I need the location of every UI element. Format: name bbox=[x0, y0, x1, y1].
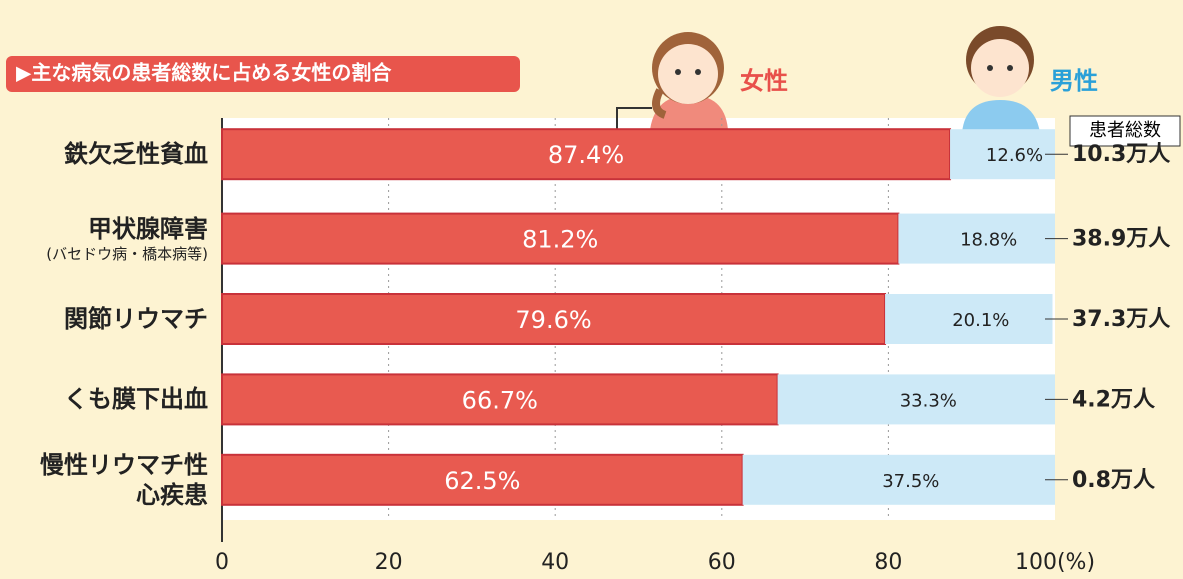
totals-header: 患者総数 bbox=[1089, 120, 1161, 141]
category-note: (バセドウ病・橋本病等) bbox=[46, 244, 208, 263]
total-label: 0.8万人 bbox=[1072, 468, 1155, 493]
category-label: 鉄欠乏性貧血 bbox=[8, 139, 208, 169]
bar bbox=[777, 374, 1055, 425]
x-tick-label: 0 bbox=[215, 550, 229, 575]
value-label: 79.6% bbox=[515, 306, 591, 334]
value-label: 62.5% bbox=[444, 467, 520, 495]
category-label: 関節リウマチ bbox=[8, 304, 208, 334]
value-label: 81.2% bbox=[522, 226, 598, 254]
bar bbox=[221, 212, 900, 265]
x-tick-label: 60 bbox=[708, 550, 736, 575]
category-label: 慢性リウマチ性心疾患 bbox=[23, 450, 208, 510]
male-icon bbox=[962, 26, 1040, 133]
value-label: 12.6% bbox=[986, 145, 1043, 166]
category-label: 甲状腺障害 (バセドウ病・橋本病等) bbox=[8, 214, 208, 264]
bar bbox=[221, 293, 887, 345]
x-tick-label: 40 bbox=[541, 550, 569, 575]
total-label: 10.3万人 bbox=[1072, 142, 1170, 167]
value-label: 66.7% bbox=[462, 386, 538, 414]
category-name: 関節リウマチ bbox=[64, 305, 208, 333]
value-label: 37.5% bbox=[882, 471, 939, 492]
category-name: 甲状腺障害 bbox=[88, 214, 208, 243]
bar bbox=[742, 454, 1055, 505]
value-label: 18.8% bbox=[960, 230, 1017, 251]
legend-female: 女性 bbox=[740, 67, 788, 95]
bar bbox=[221, 128, 952, 181]
total-label: 38.9万人 bbox=[1072, 227, 1170, 252]
bar bbox=[885, 294, 1053, 344]
total-label: 4.2万人 bbox=[1072, 387, 1155, 412]
bar bbox=[898, 213, 1055, 264]
value-label: 33.3% bbox=[900, 390, 957, 411]
total-label: 37.3万人 bbox=[1072, 307, 1170, 332]
subtitle: ▶主な病気の患者総数に占める女性の割合 bbox=[16, 61, 392, 85]
category-name: 慢性リウマチ性心疾患 bbox=[40, 450, 208, 509]
category-label: くも膜下出血 bbox=[8, 384, 208, 414]
category-name: くも膜下出血 bbox=[64, 385, 208, 414]
female-icon bbox=[650, 32, 728, 130]
legend-male: 男性 bbox=[1050, 67, 1098, 95]
category-name: 鉄欠乏性貧血 bbox=[64, 140, 208, 169]
subtitle-box bbox=[6, 56, 520, 92]
totals-header-box bbox=[1069, 115, 1181, 147]
bar bbox=[221, 453, 744, 506]
x-tick-label: 20 bbox=[375, 550, 403, 575]
bar bbox=[221, 373, 779, 426]
value-label: 20.1% bbox=[952, 310, 1009, 331]
value-label: 87.4% bbox=[548, 141, 624, 169]
x-tick-label: 80 bbox=[874, 550, 902, 575]
x-tick-label: 100(%) bbox=[1015, 550, 1095, 575]
bar bbox=[950, 129, 1055, 180]
